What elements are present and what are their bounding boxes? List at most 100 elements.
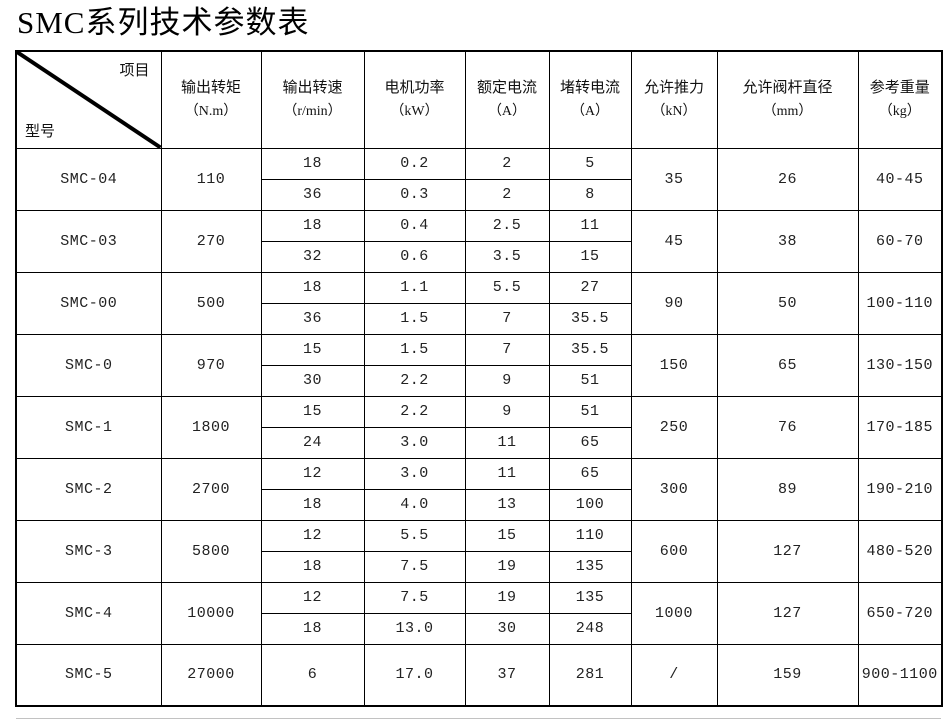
table-row: 30 2.2 9 51 (16, 364, 942, 397)
power-cell: 1.1 (363, 271, 466, 304)
stall-current-cell: 51 (548, 364, 632, 397)
torque-cell: 500 (160, 271, 262, 335)
rated-current-cell: 5.5 (464, 271, 550, 304)
stall-current-cell: 135 (548, 550, 632, 583)
model-cell: SMC-03 (15, 209, 162, 273)
thrust-cell: 600 (630, 519, 718, 583)
speed-cell: 18 (260, 209, 365, 242)
thrust-cell: / (630, 643, 718, 707)
model-cell: SMC-04 (15, 147, 162, 211)
stem-diameter-cell: 89 (716, 457, 859, 521)
stem-diameter-cell: 127 (716, 581, 859, 645)
power-cell: 2.2 (363, 364, 466, 397)
stall-current-cell: 51 (548, 395, 632, 428)
model-cell: SMC-5 (15, 643, 162, 707)
power-cell: 7.5 (363, 550, 466, 583)
stall-current-cell: 5 (548, 147, 632, 180)
thrust-cell: 35 (630, 147, 718, 211)
model-cell: SMC-2 (15, 457, 162, 521)
stem-diameter-cell: 50 (716, 271, 859, 335)
header-row: 项目 型号 输出转矩 （N.m） 输出转速 （r/min） 电机功率 （kW） … (15, 50, 943, 149)
column-label: 输出转矩 (180, 79, 241, 96)
power-cell: 13.0 (363, 612, 466, 645)
diagonal-divider-line (17, 52, 160, 147)
stall-current-cell: 110 (548, 519, 632, 552)
rated-current-cell: 11 (464, 426, 550, 459)
speed-cell: 18 (260, 612, 365, 645)
rated-current-cell: 7 (464, 333, 550, 366)
table-row: 32 0.6 3.5 15 (16, 240, 942, 273)
speed-cell: 18 (260, 147, 365, 180)
stem-diameter-cell: 26 (716, 147, 859, 211)
column-header-power: 电机功率 （kW） (363, 50, 466, 149)
table-row: 36 1.5 7 35.5 (16, 302, 942, 335)
column-unit: （r/min） (283, 103, 342, 119)
table-header: 项目 型号 输出转矩 （N.m） 输出转速 （r/min） 电机功率 （kW） … (15, 50, 943, 149)
stall-current-cell: 248 (548, 612, 632, 645)
power-cell: 7.5 (363, 581, 466, 614)
speed-cell: 18 (260, 550, 365, 583)
torque-cell: 5800 (160, 519, 262, 583)
table-row: 18 4.0 13 100 (16, 488, 942, 521)
table-row: 18 13.0 30 248 (16, 612, 942, 645)
speed-cell: 36 (260, 178, 365, 211)
thrust-cell: 250 (630, 395, 718, 459)
table-row: SMC-4 10000 12 7.5 19 135 1000 127 650-720 (15, 581, 943, 645)
power-cell: 0.2 (363, 147, 466, 180)
speed-cell: 12 (260, 457, 365, 490)
column-label: 额定电流 (476, 79, 537, 96)
column-label: 允许推力 (643, 79, 704, 96)
column-unit: （A） (487, 103, 527, 119)
stall-current-cell: 100 (548, 488, 632, 521)
column-label: 堵转电流 (559, 79, 620, 96)
column-unit: （kN） (651, 103, 697, 119)
weight-cell: 480-520 (857, 519, 943, 583)
corner-header-cell: 项目 型号 (15, 50, 162, 149)
stall-current-cell: 35.5 (548, 302, 632, 335)
rated-current-cell: 7 (464, 302, 550, 335)
corner-label-model: 型号 (25, 123, 56, 140)
rated-current-cell: 37 (464, 643, 550, 707)
weight-cell: 190-210 (857, 457, 943, 521)
model-cell: SMC-0 (15, 333, 162, 397)
corner-label-item: 项目 (119, 63, 150, 79)
column-label: 允许阀杆直径 (742, 79, 833, 96)
table-row: SMC-3 5800 12 5.5 15 110 600 127 480-520 (15, 519, 943, 583)
torque-cell: 270 (160, 209, 262, 273)
speed-cell: 15 (260, 395, 365, 428)
table-row: SMC-04 110 18 0.2 2 5 35 26 40-45 (15, 147, 943, 211)
rated-current-cell: 9 (464, 395, 550, 428)
torque-cell: 110 (160, 147, 262, 211)
rated-current-cell: 11 (464, 457, 550, 490)
weight-cell: 130-150 (857, 333, 943, 397)
weight-cell: 650-720 (857, 581, 943, 645)
table-row: SMC-03 270 18 0.4 2.5 11 45 38 60-70 (15, 209, 943, 273)
model-cell: SMC-00 (15, 271, 162, 335)
stall-current-cell: 8 (548, 178, 632, 211)
stall-current-cell: 15 (548, 240, 632, 273)
power-cell: 0.6 (363, 240, 466, 273)
stem-diameter-cell: 127 (716, 519, 859, 583)
speed-cell: 24 (260, 426, 365, 459)
rated-current-cell: 15 (464, 519, 550, 552)
stem-diameter-cell: 76 (716, 395, 859, 459)
power-cell: 0.4 (363, 209, 466, 242)
power-cell: 2.2 (363, 395, 466, 428)
speed-cell: 18 (260, 271, 365, 304)
rated-current-cell: 19 (464, 581, 550, 614)
column-label: 参考重量 (869, 79, 930, 96)
weight-cell: 170-185 (857, 395, 943, 459)
power-cell: 0.3 (363, 178, 466, 211)
column-unit: （kg） (878, 103, 921, 119)
speed-cell: 12 (260, 519, 365, 552)
stem-diameter-cell: 159 (716, 643, 859, 707)
model-cell: SMC-1 (15, 395, 162, 459)
power-cell: 1.5 (363, 302, 466, 335)
power-cell: 4.0 (363, 488, 466, 521)
speed-cell: 15 (260, 333, 365, 366)
column-header-torque: 输出转矩 （N.m） (160, 50, 262, 149)
column-header-stem-diameter: 允许阀杆直径 （mm） (716, 50, 859, 149)
power-cell: 17.0 (363, 643, 466, 707)
table-row: SMC-2 2700 12 3.0 11 65 300 89 190-210 (15, 457, 943, 521)
stall-current-cell: 135 (548, 581, 632, 614)
